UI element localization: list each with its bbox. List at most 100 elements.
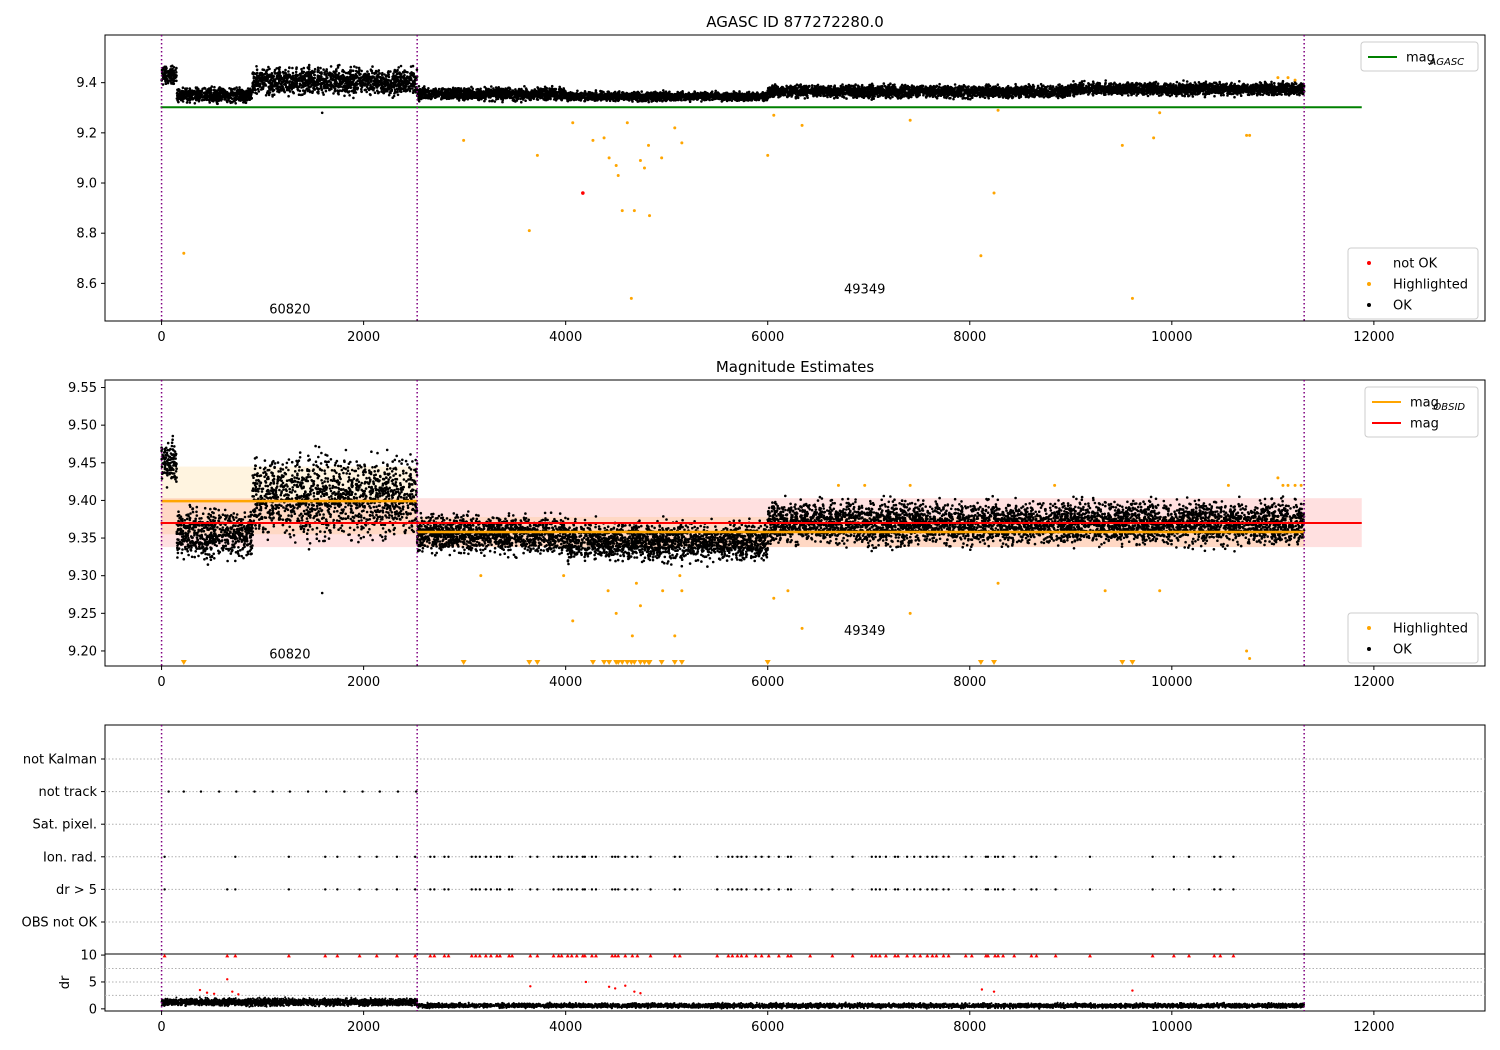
ok-point xyxy=(209,93,212,96)
ok-point xyxy=(247,90,250,94)
ok-point xyxy=(316,79,320,82)
ok-point xyxy=(200,89,204,92)
ok-point xyxy=(196,89,199,92)
ok-point xyxy=(400,72,403,76)
ok-point xyxy=(275,72,278,75)
ok-point xyxy=(517,90,521,93)
ok-point xyxy=(391,96,395,99)
ok-point xyxy=(484,97,487,101)
ok-point xyxy=(600,96,604,100)
ok-point xyxy=(322,68,325,71)
ok-point xyxy=(679,98,682,102)
ok-point xyxy=(332,70,336,73)
ok-point xyxy=(622,96,625,100)
ok-point xyxy=(456,92,459,95)
ok-point xyxy=(251,90,255,94)
ok-point xyxy=(177,88,180,91)
ok-point xyxy=(321,81,325,85)
ok-point xyxy=(407,77,410,80)
ok-point xyxy=(234,97,237,100)
ok-point xyxy=(328,88,331,92)
ok-point xyxy=(523,85,526,88)
ok-point xyxy=(282,75,286,78)
ok-point xyxy=(397,66,401,69)
ok-point xyxy=(263,75,266,79)
ok-point xyxy=(301,89,305,92)
ok-point xyxy=(635,91,638,94)
ok-point xyxy=(408,89,412,93)
ok-point xyxy=(374,69,378,73)
ok-point xyxy=(175,79,178,83)
ok-point xyxy=(228,87,231,90)
ok-point xyxy=(304,80,308,84)
ok-point xyxy=(343,79,347,82)
ok-point xyxy=(387,86,391,89)
ok-point xyxy=(346,86,350,90)
ok-point xyxy=(165,71,169,74)
ok-point xyxy=(198,95,201,99)
ok-point xyxy=(255,79,258,83)
ok-point xyxy=(424,96,428,99)
ok-point xyxy=(312,76,315,80)
ok-point xyxy=(547,90,551,94)
ok-point xyxy=(446,94,449,97)
ok-point xyxy=(699,91,703,95)
ok-point xyxy=(258,78,262,81)
ok-point xyxy=(366,70,369,73)
ok-point xyxy=(337,85,341,89)
ok-point xyxy=(564,95,568,98)
ok-point xyxy=(696,94,699,97)
ok-point xyxy=(313,67,317,71)
ok-point xyxy=(644,99,648,103)
ok-point xyxy=(337,92,340,96)
ok-point xyxy=(495,98,498,101)
ok-point xyxy=(284,68,287,72)
ok-point xyxy=(343,94,346,98)
ok-point xyxy=(380,78,384,82)
ok-points xyxy=(160,63,1306,106)
ok-point xyxy=(371,65,374,68)
ok-point xyxy=(246,87,250,90)
ok-point xyxy=(626,93,629,96)
ok-point xyxy=(411,87,414,90)
ok-point xyxy=(531,93,535,96)
ok-point xyxy=(262,85,265,88)
ok-point xyxy=(693,90,697,94)
ok-point xyxy=(285,80,289,83)
ok-point xyxy=(307,73,311,76)
ok-point xyxy=(168,70,171,73)
ok-point xyxy=(319,66,322,70)
ok-point xyxy=(355,74,359,78)
ok-point xyxy=(332,85,335,88)
ok-point xyxy=(253,72,256,75)
ok-point xyxy=(558,96,561,100)
ok-point xyxy=(169,76,172,80)
ok-point xyxy=(334,76,338,80)
ok-point xyxy=(200,98,204,102)
ok-point xyxy=(394,74,397,78)
ok-point xyxy=(288,90,292,93)
ok-point xyxy=(294,70,298,74)
ok-point xyxy=(577,96,580,100)
ok-point xyxy=(671,95,674,99)
ok-point xyxy=(335,68,338,71)
ok-point xyxy=(238,86,241,89)
ok-point xyxy=(664,99,668,103)
ok-point xyxy=(417,90,421,94)
ok-point xyxy=(198,92,201,95)
ok-point xyxy=(226,100,229,104)
ok-point xyxy=(203,86,206,90)
ok-point xyxy=(356,82,360,86)
ok-point xyxy=(228,100,232,103)
ok-point xyxy=(163,77,167,81)
ok-point xyxy=(367,81,371,84)
ok-point xyxy=(163,68,166,71)
ok-point xyxy=(520,91,524,94)
ok-point xyxy=(215,101,219,104)
ok-point xyxy=(415,68,419,71)
ok-point xyxy=(437,87,441,91)
ok-point xyxy=(172,82,176,85)
ok-point xyxy=(320,72,323,76)
ok-point xyxy=(386,88,389,92)
